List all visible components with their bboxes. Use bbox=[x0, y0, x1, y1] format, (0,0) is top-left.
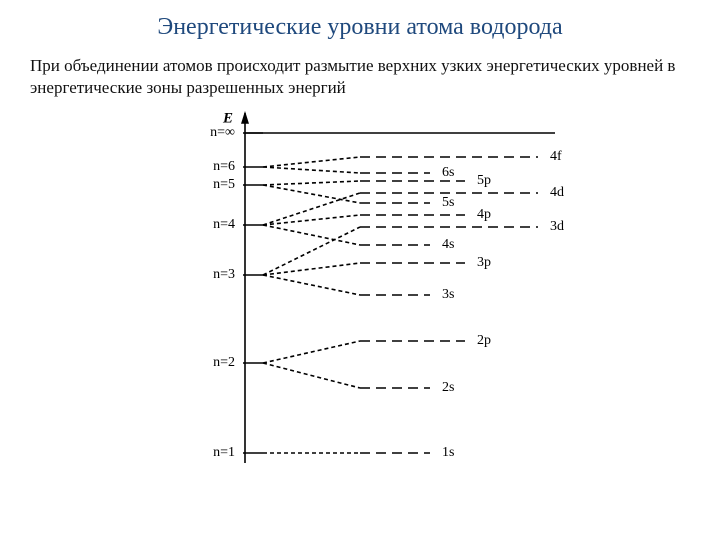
level-label: n=5 bbox=[213, 177, 235, 192]
level-label: n=1 bbox=[213, 445, 235, 460]
page-subtitle: При объединении атомов происходит размыт… bbox=[0, 41, 720, 99]
level-label: n=3 bbox=[213, 267, 235, 282]
orbital-label: 5p bbox=[477, 173, 491, 188]
level-label: n=4 bbox=[213, 217, 235, 232]
orbital-label: 5s bbox=[442, 195, 454, 210]
orbital-label: 3d bbox=[550, 219, 564, 234]
orbital-label: 1s bbox=[442, 445, 454, 460]
orbital-label: 4d bbox=[550, 185, 564, 200]
orbital-label: 4p bbox=[477, 207, 491, 222]
energy-diagram-container: En=∞ n=6 n=5 n=4 n=3 n=2 n=1 1s 2s 2p 3s 3p 3d 4s 4p 4d… bbox=[0, 103, 720, 488]
orbital-label: 6s bbox=[442, 165, 454, 180]
level-label: n=∞ bbox=[210, 125, 235, 140]
orbital-label: 4s bbox=[442, 237, 454, 252]
energy-level-diagram: En=∞ n=6 n=5 n=4 n=3 n=2 n=1 1s 2s 2p 3s 3p 3d 4s 4p 4d… bbox=[150, 103, 570, 483]
orbital-label: 3s bbox=[442, 287, 454, 302]
orbital-label: 4f bbox=[550, 149, 562, 164]
orbital-label: 2p bbox=[477, 333, 491, 348]
level-label: n=6 bbox=[213, 159, 235, 174]
orbital-label: 2s bbox=[442, 380, 454, 395]
page-title: Энергетические уровни атома водорода bbox=[0, 0, 720, 41]
orbital-label: 3p bbox=[477, 255, 491, 270]
svg-text:E: E bbox=[222, 111, 233, 127]
level-label: n=2 bbox=[213, 355, 235, 370]
